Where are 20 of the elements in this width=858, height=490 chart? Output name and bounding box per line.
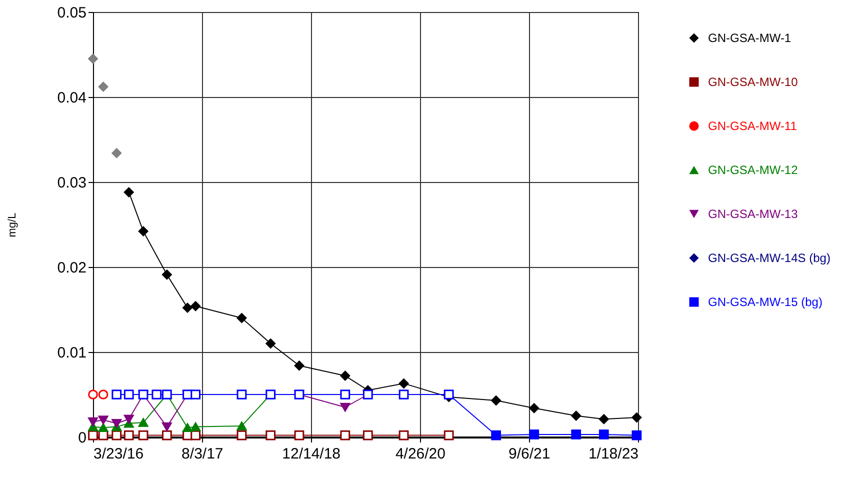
legend-label: GN-GSA-MW-11: [708, 119, 798, 133]
x-tick-label: 9/6/21: [508, 446, 550, 462]
x-tick-label: 1/18/23: [588, 446, 638, 462]
y-tick-label: 0.04: [57, 90, 86, 106]
legend-label: GN-GSA-MW-15 (bg): [708, 295, 822, 309]
legend-label: GN-GSA-MW-13: [708, 207, 798, 221]
y-tick-label: 0: [78, 430, 86, 446]
x-tick-label: 4/26/20: [395, 446, 446, 462]
x-tick-label: 8/3/17: [182, 446, 224, 462]
y-axis-title: mg/L: [6, 212, 18, 238]
y-tick-label: 0.01: [57, 344, 86, 362]
legend-label: GN-GSA-MW-10: [708, 75, 798, 89]
legend-label: GN-GSA-MW-1: [708, 31, 792, 45]
x-tick-label: 3/23/16: [94, 446, 144, 462]
legend-label: GN-GSA-MW-12: [708, 163, 798, 177]
x-tick-label: 12/14/18: [282, 446, 341, 462]
y-tick-label: 0.02: [57, 260, 86, 276]
legend-label: GN-GSA-MW-14S (bg): [708, 251, 830, 265]
y-tick-label: 0.05: [57, 4, 86, 22]
y-tick-label: 0.03: [57, 174, 86, 192]
